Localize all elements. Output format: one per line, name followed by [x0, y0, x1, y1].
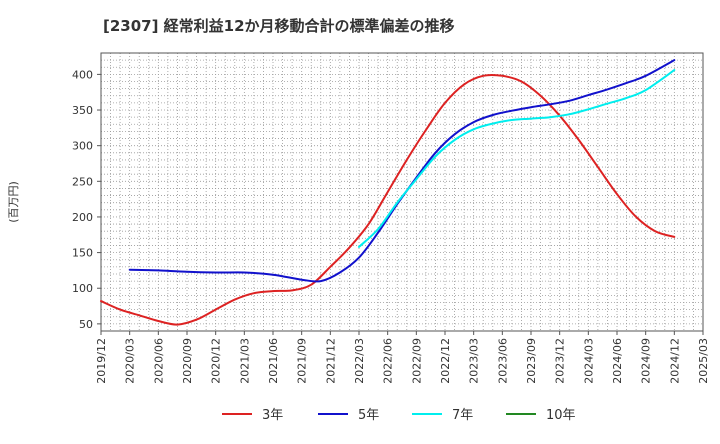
x-tick-label: 2024/12	[668, 338, 681, 384]
x-tick-label: 2020/06	[152, 338, 165, 384]
x-tick-label: 2019/12	[95, 338, 108, 384]
legend-label-1: 3年	[262, 408, 283, 423]
y-tick-label: 350	[72, 104, 93, 117]
y-tick-label: 200	[72, 211, 93, 224]
plot-background	[101, 53, 703, 331]
x-tick-label: 2022/12	[439, 338, 452, 384]
x-tick-label: 2021/06	[267, 338, 280, 384]
x-tick-label: 2021/03	[238, 338, 251, 384]
x-tick-label: 2025/03	[697, 338, 710, 384]
legend-label-2: 5年	[358, 408, 379, 423]
x-tick-label: 2023/03	[468, 338, 481, 384]
plot-area: 50 100 150 200 250 300 350 400 2019/12 2020/03 202…	[72, 52, 710, 384]
x-tick-label: 2020/03	[124, 338, 137, 384]
legend: 3年 5年 7年 10年	[222, 408, 576, 423]
y-axis-label: (百万円)	[7, 181, 20, 223]
x-tick-label: 2023/12	[554, 338, 567, 384]
x-tick-label: 2022/03	[353, 338, 366, 384]
y-tick-label: 250	[72, 175, 93, 188]
x-tick-label: 2024/09	[640, 338, 653, 384]
series-line-3	[358, 69, 676, 248]
y-tick-label: 400	[72, 68, 93, 81]
legend-label-4: 10年	[546, 408, 576, 423]
series-line-2	[128, 59, 676, 283]
x-tick-label: 2022/06	[382, 338, 395, 384]
x-tick-label: 2022/09	[410, 338, 423, 384]
y-tick-label: 100	[72, 282, 93, 295]
x-tick-label: 2021/12	[324, 338, 337, 384]
series-line-1	[100, 73, 676, 326]
y-tick-label: 50	[79, 318, 93, 331]
x-tick-label: 2020/12	[210, 338, 223, 384]
chart-title: [2307] 経常利益12か月移動合計の標準偏差の推移	[103, 17, 455, 35]
y-tick-label: 150	[72, 247, 93, 260]
x-tick-label: 2020/09	[181, 338, 194, 384]
plot-frame	[100, 52, 704, 332]
x-tick-label: 2021/09	[296, 338, 309, 384]
x-tick-label: 2023/09	[525, 338, 538, 384]
y-tick-label: 300	[72, 140, 93, 153]
x-tick-label: 2023/06	[496, 338, 509, 384]
x-tick-label: 2024/03	[582, 338, 595, 384]
legend-label-3: 7年	[452, 408, 473, 423]
x-tick-label: 2024/06	[611, 338, 624, 384]
